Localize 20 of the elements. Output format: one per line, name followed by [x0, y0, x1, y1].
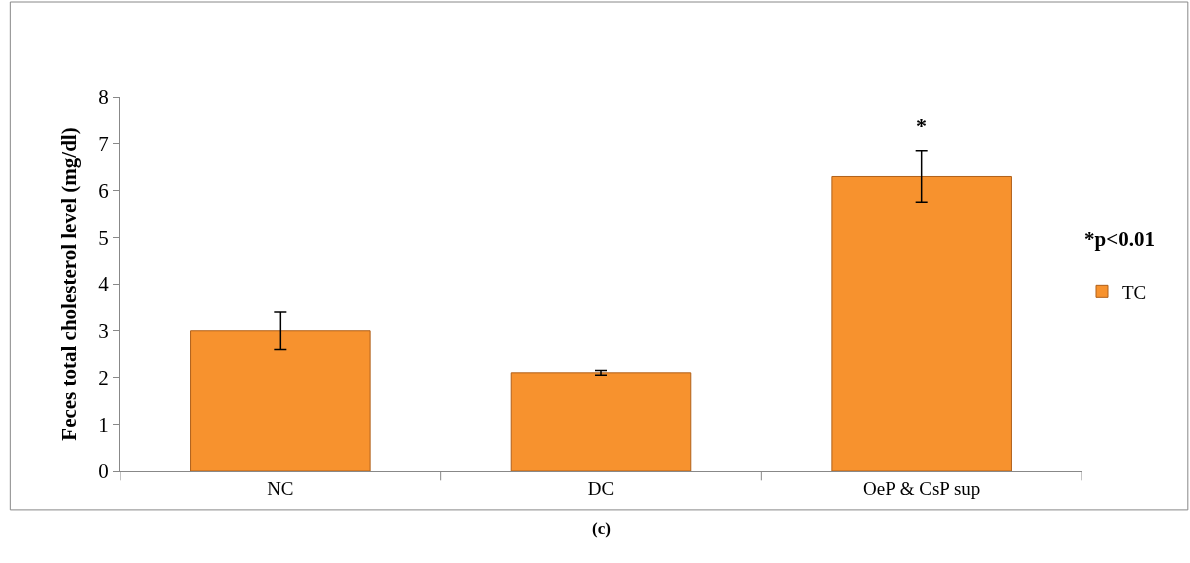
text: *p<0.01 — [1084, 227, 1155, 251]
bar — [190, 330, 371, 471]
y-tick-label: 6 — [98, 178, 109, 203]
y-tick-label: 5 — [98, 225, 109, 250]
y-tick-label: 3 — [98, 319, 109, 344]
text: (c) — [592, 519, 611, 538]
y-tick-label: 7 — [98, 132, 109, 157]
annotation: * — [916, 113, 927, 138]
y-axis-title: Feces total cholesterol level (mg/dl) — [57, 127, 82, 441]
x-tick-label: DC — [587, 477, 615, 499]
y-tick-label: 2 — [98, 365, 109, 390]
legend-label: TC — [1122, 281, 1147, 303]
bar — [510, 372, 692, 471]
y-tick-label: 0 — [98, 459, 109, 484]
bar — [831, 175, 1012, 471]
x-tick-label: NC — [267, 477, 294, 499]
y-tick-label: 1 — [98, 412, 109, 437]
y-tick-label: 4 — [98, 272, 110, 297]
y-tick-label: 8 — [98, 85, 109, 110]
x-tick-label: OeP & CsP sup — [862, 477, 981, 499]
